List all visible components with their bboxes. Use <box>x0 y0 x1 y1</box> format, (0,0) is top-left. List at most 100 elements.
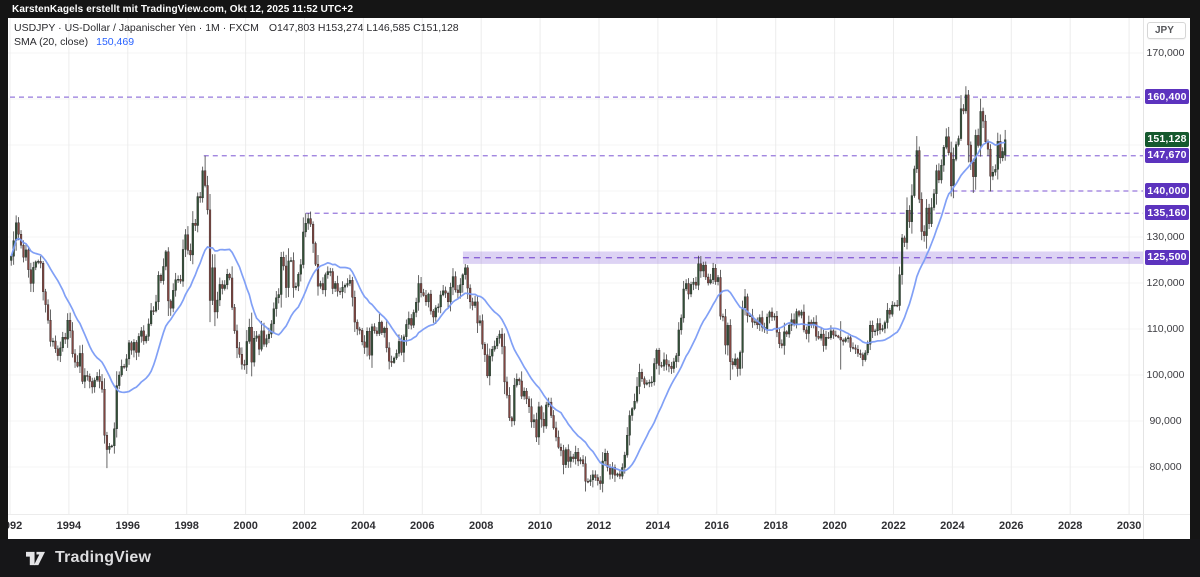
candle-body <box>545 404 548 427</box>
candle-body <box>196 196 199 226</box>
price-level-badge: 135,160 <box>1145 205 1189 221</box>
legend-sma-label[interactable]: SMA (20, close) <box>14 36 89 48</box>
time-tick-label: 2010 <box>527 520 553 532</box>
support-zone-band[interactable] <box>462 251 1143 264</box>
brand-text[interactable]: TradingView <box>55 549 152 566</box>
candle-body <box>969 144 972 163</box>
candle-body <box>599 480 602 484</box>
candle-body <box>783 331 786 346</box>
candle-body <box>199 196 202 199</box>
candle-body <box>520 380 523 397</box>
candle-body <box>714 268 717 282</box>
candle-body <box>341 286 344 292</box>
candle-body <box>363 341 366 348</box>
candle-body <box>358 328 361 331</box>
candle-body <box>822 333 825 346</box>
time-tick-label: 1998 <box>174 520 199 532</box>
candle-body <box>380 321 383 333</box>
time-tick-label: 1996 <box>115 520 141 532</box>
candle-body <box>437 306 440 309</box>
time-tick-label: 2024 <box>940 520 965 532</box>
time-tick-label: 2026 <box>999 520 1024 532</box>
last-price-badge: 151,128 <box>1145 131 1189 147</box>
price-tick-label: 170,000 <box>1146 47 1185 59</box>
candle-body <box>542 418 545 427</box>
candle-body <box>150 310 153 325</box>
candle-body <box>859 353 862 355</box>
candle-body <box>270 323 273 335</box>
candle-body <box>800 311 803 316</box>
candle-body <box>886 309 889 323</box>
legend-symbol-row[interactable]: USDJPY · US-Dollar / Japanischer Yen · 1… <box>14 21 459 35</box>
candle-body <box>628 415 631 436</box>
candle-body <box>265 338 268 345</box>
candle-body <box>292 260 295 288</box>
candle-body <box>208 209 212 301</box>
candle-body <box>604 453 607 462</box>
tradingview-logo-icon[interactable] <box>24 549 47 568</box>
candle-body <box>839 337 842 341</box>
candle-body <box>46 304 50 321</box>
candle-body <box>778 332 781 344</box>
candle-body <box>44 291 47 305</box>
candle-body <box>400 341 403 353</box>
candle-body <box>829 330 832 338</box>
candle-body <box>959 108 963 139</box>
candle-body <box>660 365 663 367</box>
candle-body <box>601 460 604 484</box>
time-tick-label: 1992 <box>8 520 23 532</box>
candle-body <box>184 234 187 250</box>
price-chart-canvas[interactable] <box>8 18 1143 514</box>
candle-body <box>834 334 837 337</box>
candle-body <box>741 307 744 353</box>
candle-body <box>621 467 624 477</box>
price-tick-label: 130,000 <box>1146 231 1185 243</box>
time-tick-label: 2028 <box>1057 520 1083 532</box>
candle-body <box>881 328 884 331</box>
candle-body <box>481 320 484 345</box>
legend-symbol-text[interactable]: USDJPY · US-Dollar / Japanischer Yen · 1… <box>14 22 259 34</box>
sma-line[interactable] <box>10 140 1006 472</box>
candle-body <box>572 456 575 459</box>
candle-body <box>17 222 20 235</box>
currency-button[interactable]: JPY <box>1147 22 1186 39</box>
candle-body <box>989 148 992 177</box>
candle-body <box>984 120 987 142</box>
candle-body <box>427 293 430 303</box>
candle-body <box>243 364 246 366</box>
legend-sma-row[interactable]: SMA (20, close) 150,469 <box>14 35 459 49</box>
candle-body <box>962 108 965 112</box>
candle-body <box>326 271 329 275</box>
candle-body <box>645 382 648 385</box>
candle-body <box>245 341 248 366</box>
candle-body <box>851 347 855 349</box>
candle-body <box>844 338 847 342</box>
window-left-border <box>0 18 8 539</box>
candle-body <box>753 321 756 323</box>
candle-body <box>569 456 572 462</box>
candle-body <box>734 358 737 366</box>
candle-body <box>348 280 351 284</box>
chart-plot-area[interactable] <box>8 18 1143 514</box>
candle-body <box>552 415 555 429</box>
candle-body <box>805 329 808 334</box>
candle-body <box>115 385 118 429</box>
price-axis[interactable]: JPY 170,000 130,000 120,000 110,000 100,000 9… <box>1143 18 1190 514</box>
chart-legend[interactable]: USDJPY · US-Dollar / Japanischer Yen · 1… <box>14 21 459 49</box>
price-level-badge: 140,000 <box>1145 183 1189 198</box>
candle-body <box>140 330 143 337</box>
time-tick-label: 2006 <box>410 520 435 532</box>
candle-body <box>476 301 479 324</box>
time-tick-label: 2004 <box>351 520 376 532</box>
candle-body <box>61 337 64 349</box>
candle-body <box>93 379 96 388</box>
candle-body <box>34 261 37 268</box>
candle-body <box>530 406 533 423</box>
candle-body <box>532 419 536 423</box>
candle-body <box>707 276 710 284</box>
candle-body <box>415 302 418 313</box>
time-axis[interactable]: 1992 1994 1996 1998 2000 2002 2004 2006 2008 2010… <box>8 514 1143 539</box>
time-tick-label: 2014 <box>645 520 671 532</box>
candle-body <box>945 136 948 148</box>
candle-body <box>204 170 207 186</box>
